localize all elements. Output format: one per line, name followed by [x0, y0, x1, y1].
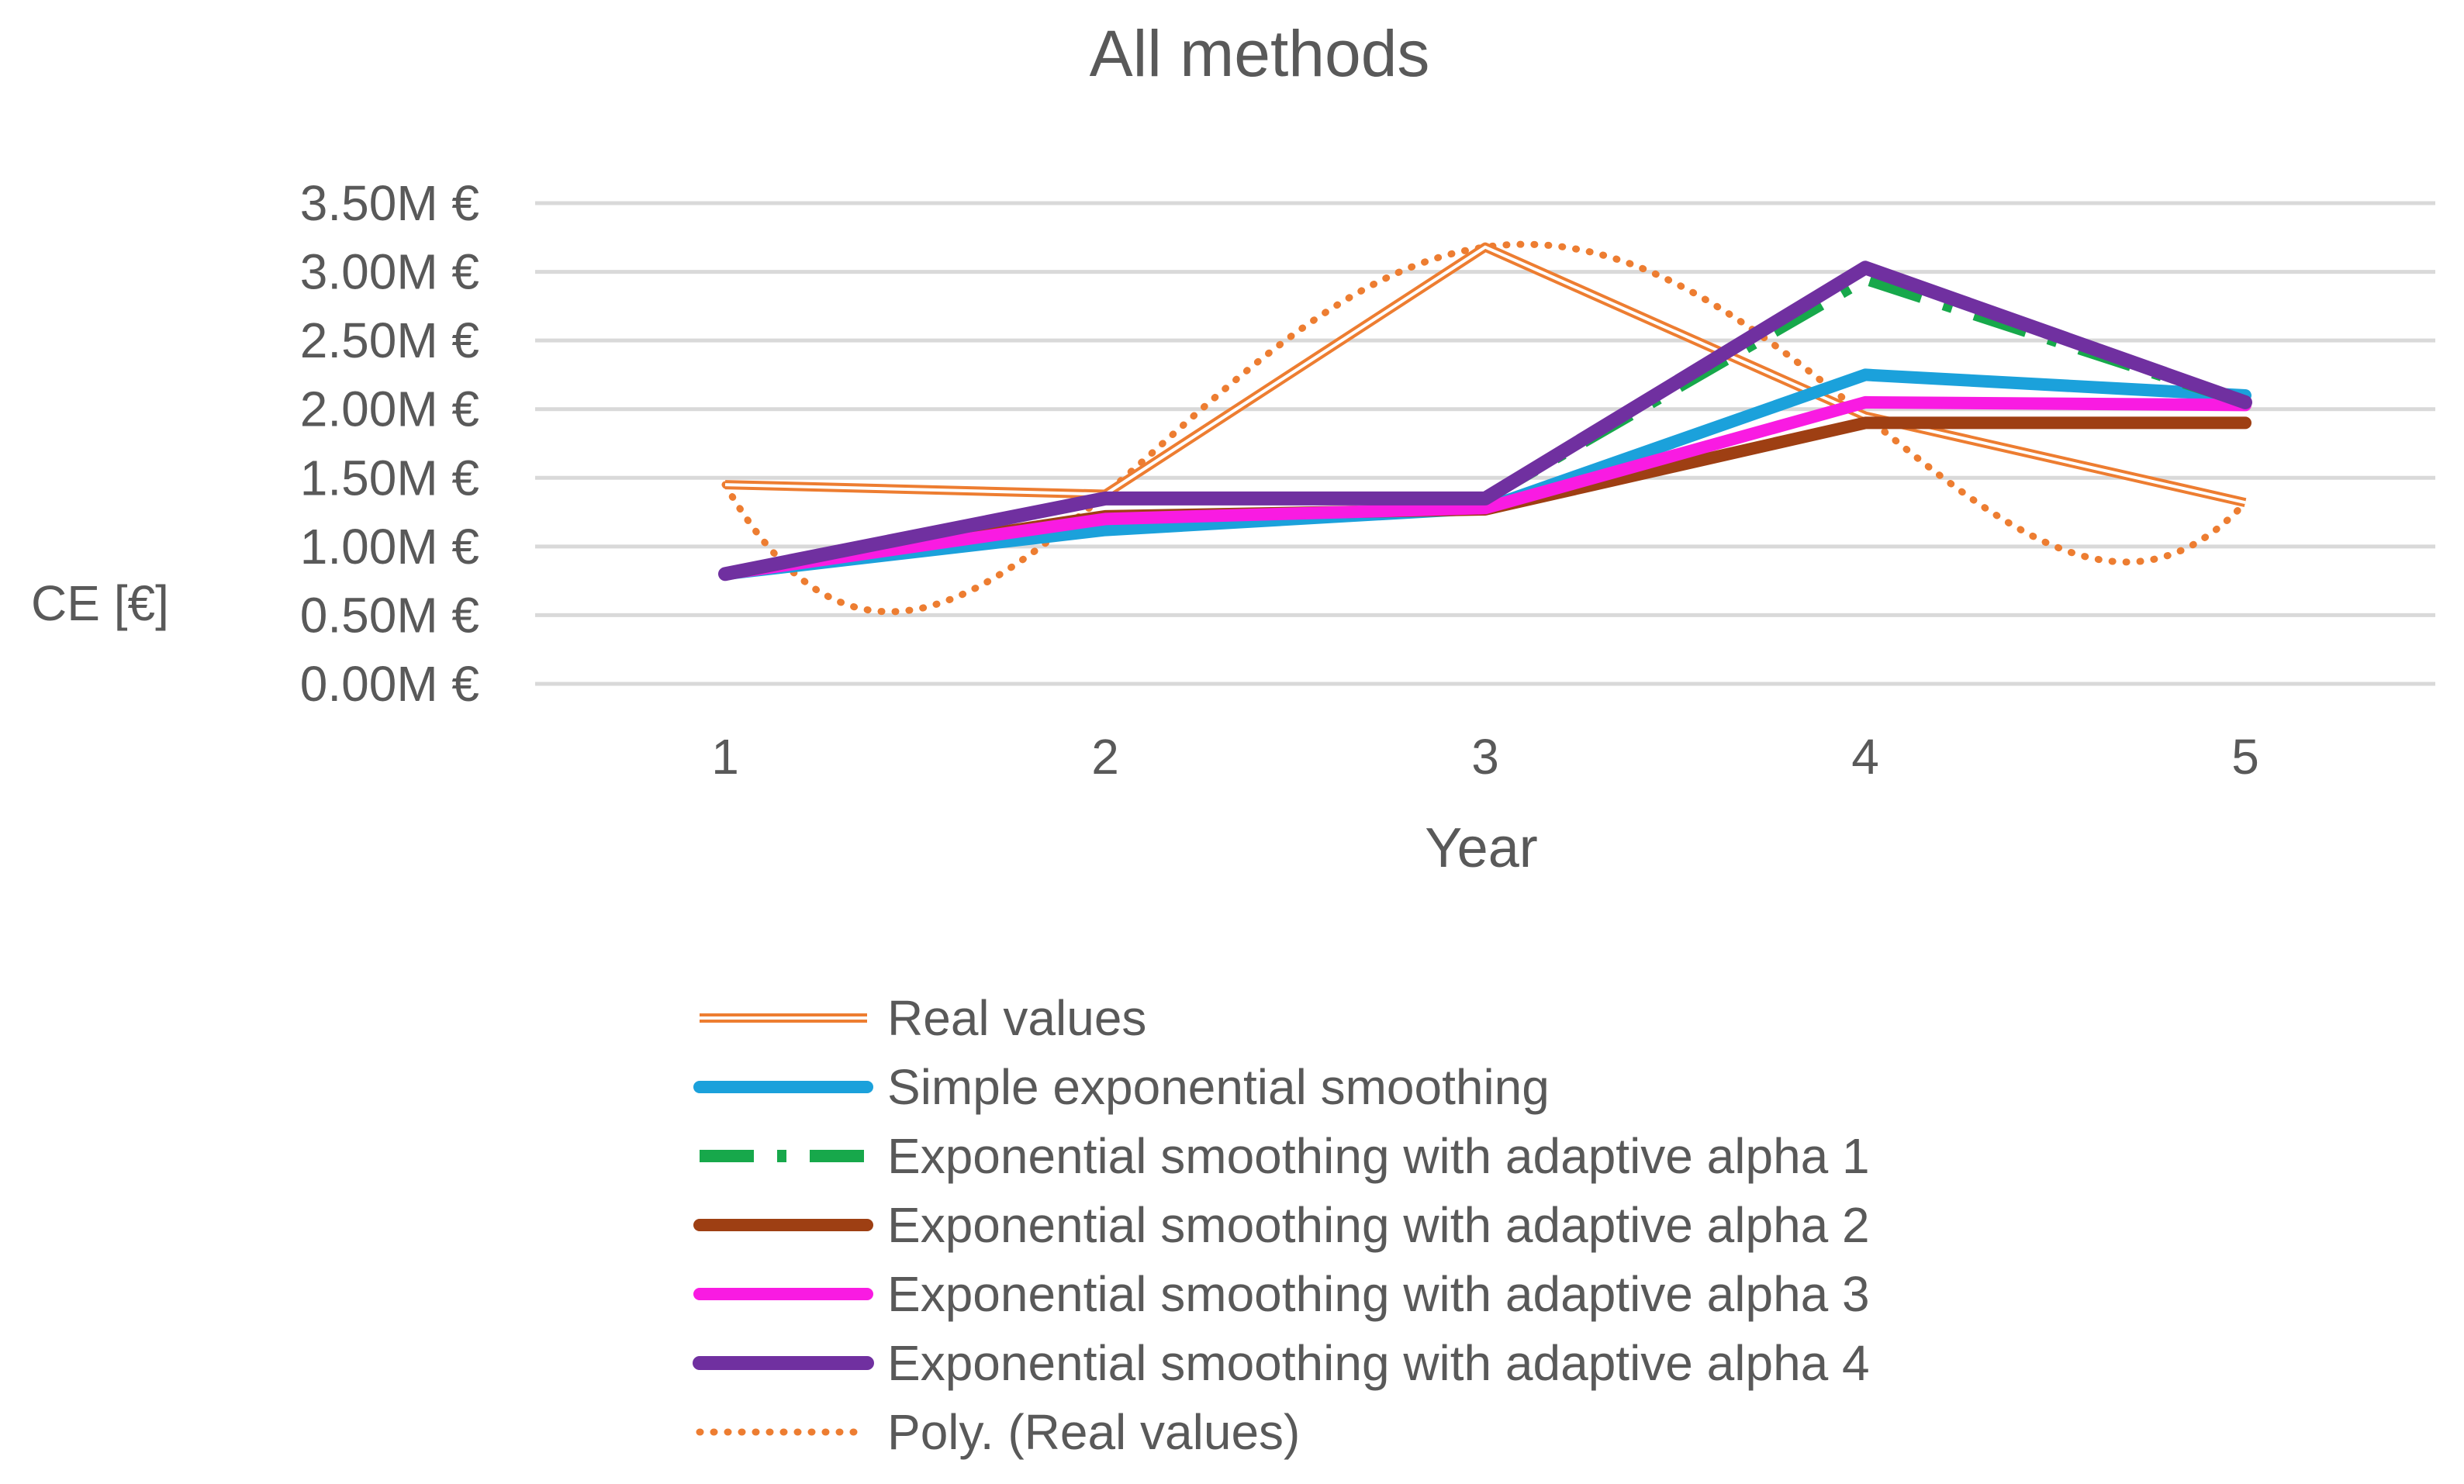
legend-item: Exponential smoothing with adaptive alph…: [700, 1128, 1870, 1184]
legend-item: Simple exponential smoothing: [693, 1059, 1550, 1115]
legend-item: Poly. (Real values): [696, 1404, 1300, 1460]
series-line: [724, 242, 2247, 508]
data-point: [1863, 420, 1868, 425]
data-point: [1483, 245, 1488, 250]
data-point: [1103, 496, 1108, 501]
series-line: [719, 395, 2251, 581]
data-point: [2243, 420, 2248, 425]
legend: Real values Simple exponential smoothing E…: [693, 990, 1870, 1460]
legend-item: Exponential smoothing with adaptive alph…: [693, 1197, 1870, 1253]
y-tick-label: 3.50M €: [300, 175, 479, 231]
x-tick-label: 1: [711, 729, 739, 785]
x-tick-label: 3: [1471, 729, 1499, 785]
series-6: [718, 261, 2252, 582]
legend-label: Exponential smoothing with adaptive alph…: [887, 1197, 1870, 1253]
legend-label: Exponential smoothing with adaptive alph…: [887, 1128, 1870, 1184]
data-point: [723, 482, 727, 487]
y-axis-label: CE [€]: [31, 575, 169, 631]
y-tick-label: 0.00M €: [300, 656, 479, 712]
series-line: [718, 261, 2252, 582]
data-point: [1863, 265, 1868, 270]
data-point: [1863, 372, 1868, 377]
legend-label: Simple exponential smoothing: [887, 1059, 1550, 1115]
legend-item: Exponential smoothing with adaptive alph…: [693, 1335, 1870, 1391]
series-1: [723, 242, 2248, 508]
y-tick-label: 1.50M €: [300, 450, 479, 506]
data-point: [1483, 496, 1488, 501]
data-point: [1863, 400, 1868, 405]
series-5: [719, 395, 2251, 581]
series-7: [721, 240, 2249, 616]
legend-item: Real values: [700, 990, 1146, 1046]
legend-label: Exponential smoothing with adaptive alph…: [887, 1266, 1870, 1322]
plot-area: [718, 240, 2252, 616]
data-point: [1483, 506, 1488, 510]
x-axis-label: Year: [1425, 817, 1537, 879]
legend-label: Poly. (Real values): [887, 1404, 1300, 1460]
y-axis-ticks: 0.00M € 0.50M € 1.00M € 1.50M € 2.00M € 2.50M…: [300, 175, 479, 712]
trendline: [721, 240, 2249, 616]
data-point: [723, 571, 727, 576]
y-tick-label: 2.00M €: [300, 381, 479, 437]
legend-label: Real values: [887, 990, 1146, 1046]
y-tick-label: 1.00M €: [300, 519, 479, 575]
x-tick-label: 2: [1091, 729, 1119, 785]
x-axis-ticks: 1 2 3 4 5: [711, 729, 2259, 785]
legend-label: Exponential smoothing with adaptive alph…: [887, 1335, 1870, 1391]
data-point: [1103, 528, 1108, 533]
data-point: [1103, 516, 1108, 521]
series-line-inner: [724, 245, 2246, 505]
x-tick-label: 4: [1851, 729, 1879, 785]
y-tick-label: 3.00M €: [300, 244, 479, 300]
legend-item: Exponential smoothing with adaptive alph…: [693, 1266, 1870, 1322]
data-point: [1863, 276, 1868, 281]
x-tick-label: 5: [2231, 729, 2259, 785]
y-tick-label: 2.50M €: [300, 312, 479, 368]
chart-title: All methods: [1090, 17, 1430, 90]
data-point: [2243, 500, 2248, 505]
data-point: [2243, 400, 2248, 405]
gridlines: [535, 201, 2435, 686]
y-tick-label: 0.50M €: [300, 587, 479, 643]
